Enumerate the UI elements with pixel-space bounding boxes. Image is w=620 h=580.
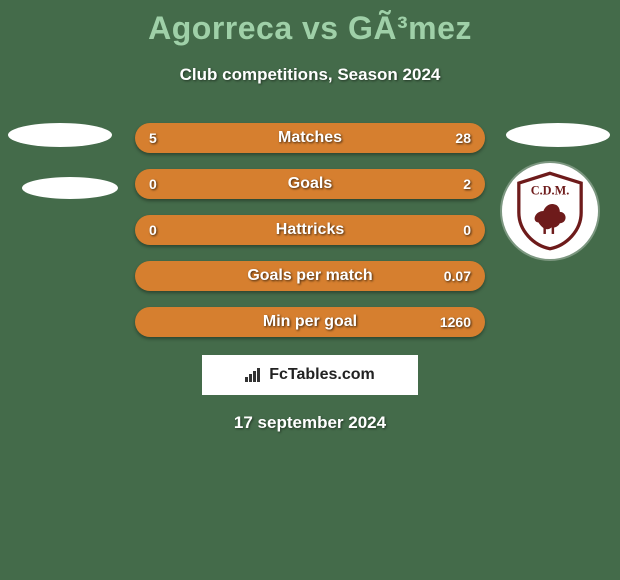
source-logo: FcTables.com (202, 355, 418, 395)
bar-goals-per-match: Goals per match 0.07 (135, 261, 485, 291)
bar-matches: 5 Matches 28 (135, 123, 485, 153)
source-name: FcTables.com (269, 366, 375, 384)
barchart-icon (245, 368, 263, 382)
bar-value-right: 2 (463, 176, 471, 192)
bar-fill-left (135, 123, 188, 153)
bar-value-left: 5 (149, 130, 157, 146)
bar-value-right: 1260 (440, 314, 471, 330)
bar-label: Min per goal (263, 313, 357, 331)
player-right-avatar (506, 123, 610, 147)
comparison-card: Agorreca vs GÃ³mez Club competitions, Se… (0, 0, 620, 580)
bar-value-left: 0 (149, 222, 157, 238)
season-line: Club competitions, Season 2024 (0, 65, 620, 85)
bar-hattricks: 0 Hattricks 0 (135, 215, 485, 245)
bar-value-right: 0 (463, 222, 471, 238)
comparison-area: C.D.M. 5 Matches 28 0 Goals 2 (0, 123, 620, 337)
bar-label: Matches (278, 129, 342, 147)
svg-text:C.D.M.: C.D.M. (531, 184, 570, 198)
bar-value-right: 28 (455, 130, 471, 146)
snapshot-date: 17 september 2024 (0, 413, 620, 433)
page-title: Agorreca vs GÃ³mez (0, 0, 620, 47)
club-shield-icon: C.D.M. (509, 170, 591, 252)
bar-label: Goals per match (247, 267, 372, 285)
player-left-club-avatar (22, 177, 118, 199)
bar-label: Hattricks (276, 221, 344, 239)
stat-bars: 5 Matches 28 0 Goals 2 0 Hattricks 0 (135, 123, 485, 337)
player-left-avatar (8, 123, 112, 147)
bar-value-right: 0.07 (444, 268, 471, 284)
bar-goals: 0 Goals 2 (135, 169, 485, 199)
bar-value-left: 0 (149, 176, 157, 192)
player-right-club-badge: C.D.M. (502, 163, 598, 259)
bar-label: Goals (288, 175, 332, 193)
bar-min-per-goal: Min per goal 1260 (135, 307, 485, 337)
